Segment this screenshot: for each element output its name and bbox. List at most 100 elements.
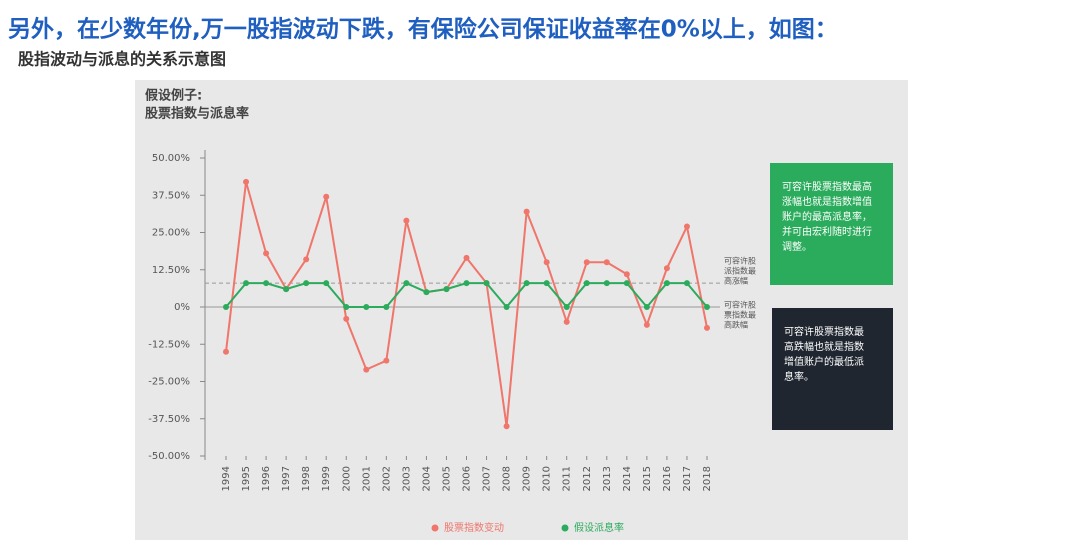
x-tick-label: 2017 <box>682 466 693 491</box>
point <box>643 321 650 328</box>
point <box>303 280 310 287</box>
point <box>283 286 290 293</box>
point <box>403 280 410 287</box>
x-tick-label: 2018 <box>702 466 713 491</box>
x-tick-label: 2009 <box>522 466 533 491</box>
point <box>683 223 690 230</box>
point <box>323 193 330 200</box>
note-text: 息率。 <box>784 370 814 383</box>
legend-marker <box>431 524 439 532</box>
note-text: 增值账户的最低派 <box>784 355 864 368</box>
x-tick-label: 2003 <box>401 466 412 491</box>
x-tick-label: 1994 <box>221 466 232 491</box>
legend-label: 假设派息率 <box>574 521 624 534</box>
point <box>603 280 610 287</box>
x-tick-label: 2011 <box>562 466 573 491</box>
point <box>243 178 250 185</box>
point <box>623 271 630 278</box>
point <box>443 286 450 293</box>
note-text: 涨幅也就是指数增值 <box>782 195 872 208</box>
point <box>704 304 710 310</box>
x-tick-label: 2005 <box>441 466 452 491</box>
x-tick-label: 2007 <box>482 466 493 491</box>
y-tick-label: 50.00% <box>152 153 190 164</box>
point <box>243 280 250 287</box>
point <box>663 265 670 272</box>
chart-title: 股票指数与派息率 <box>145 106 249 122</box>
point <box>663 280 670 287</box>
reference-label: 可容许股 <box>724 300 756 310</box>
note-text: 调整。 <box>782 240 812 253</box>
point <box>543 280 550 287</box>
point <box>383 304 390 310</box>
point <box>263 250 270 257</box>
x-tick-label: 2000 <box>341 466 352 491</box>
x-tick-label: 2008 <box>502 466 513 491</box>
point <box>463 254 470 261</box>
point <box>563 304 570 310</box>
point <box>423 289 430 296</box>
note-text: 并可由宏利随时进行 <box>782 225 872 238</box>
x-tick-label: 1996 <box>261 466 272 491</box>
point <box>343 315 350 322</box>
point <box>363 366 370 373</box>
note-text: 可容许股票指数最 <box>784 325 864 338</box>
point <box>263 280 270 287</box>
heading: 另外，在少数年份,万一股指波动下跌，有保险公司保证收益率在0%以上，如图： <box>8 16 838 43</box>
y-tick-label: -37.50% <box>148 414 190 425</box>
point <box>503 304 510 310</box>
point <box>383 357 390 364</box>
y-tick-label: 12.50% <box>152 265 190 276</box>
x-tick-label: 1997 <box>281 466 292 491</box>
y-tick-label: 25.00% <box>152 228 190 239</box>
point <box>683 280 690 287</box>
x-tick-label: 1995 <box>241 466 252 491</box>
reference-label: 高涨幅 <box>724 276 748 286</box>
note-text: 账户的最高派息率， <box>782 210 872 223</box>
x-tick-label: 1998 <box>301 466 312 491</box>
x-tick-label: 2014 <box>622 466 633 491</box>
point <box>523 208 530 215</box>
point <box>704 324 710 331</box>
point <box>523 280 530 287</box>
point <box>563 318 570 325</box>
x-tick-label: 2013 <box>602 466 613 491</box>
x-tick-label: 2012 <box>582 466 593 491</box>
x-tick-label: 2001 <box>361 466 372 491</box>
reference-label: 票指数最 <box>724 310 756 320</box>
legend-marker <box>561 524 569 532</box>
point <box>463 280 470 287</box>
x-tick-label: 1999 <box>321 466 332 491</box>
point <box>483 280 490 287</box>
reference-label: 可容许股 <box>724 256 756 266</box>
x-tick-label: 2010 <box>542 466 553 491</box>
point <box>343 304 350 310</box>
point <box>583 259 590 266</box>
note-box <box>772 308 893 430</box>
y-tick-label: 0% <box>174 302 190 313</box>
point <box>603 259 610 266</box>
point <box>223 304 229 310</box>
point <box>223 348 229 355</box>
x-tick-label: 2002 <box>381 466 392 491</box>
reference-label: 高跌幅 <box>724 320 748 330</box>
x-tick-label: 2006 <box>462 466 473 491</box>
point <box>623 280 630 287</box>
note-text: 高跌幅也就是指数 <box>784 340 864 353</box>
point <box>643 304 650 310</box>
point <box>403 217 410 224</box>
point <box>323 280 330 287</box>
x-tick-label: 2016 <box>662 466 673 491</box>
subheading: 股指波动与派息的关系示意图 <box>18 50 226 69</box>
point <box>303 256 310 263</box>
y-tick-label: -25.00% <box>148 377 190 388</box>
note-text: 可容许股票指数最高 <box>782 180 872 193</box>
x-tick-label: 2004 <box>421 466 432 491</box>
chart-title: 假设例子: <box>145 88 202 104</box>
point <box>363 304 370 310</box>
point <box>543 259 550 266</box>
legend-label: 股票指数变动 <box>444 521 504 534</box>
point <box>503 423 510 430</box>
y-tick-label: -50.00% <box>148 451 190 462</box>
